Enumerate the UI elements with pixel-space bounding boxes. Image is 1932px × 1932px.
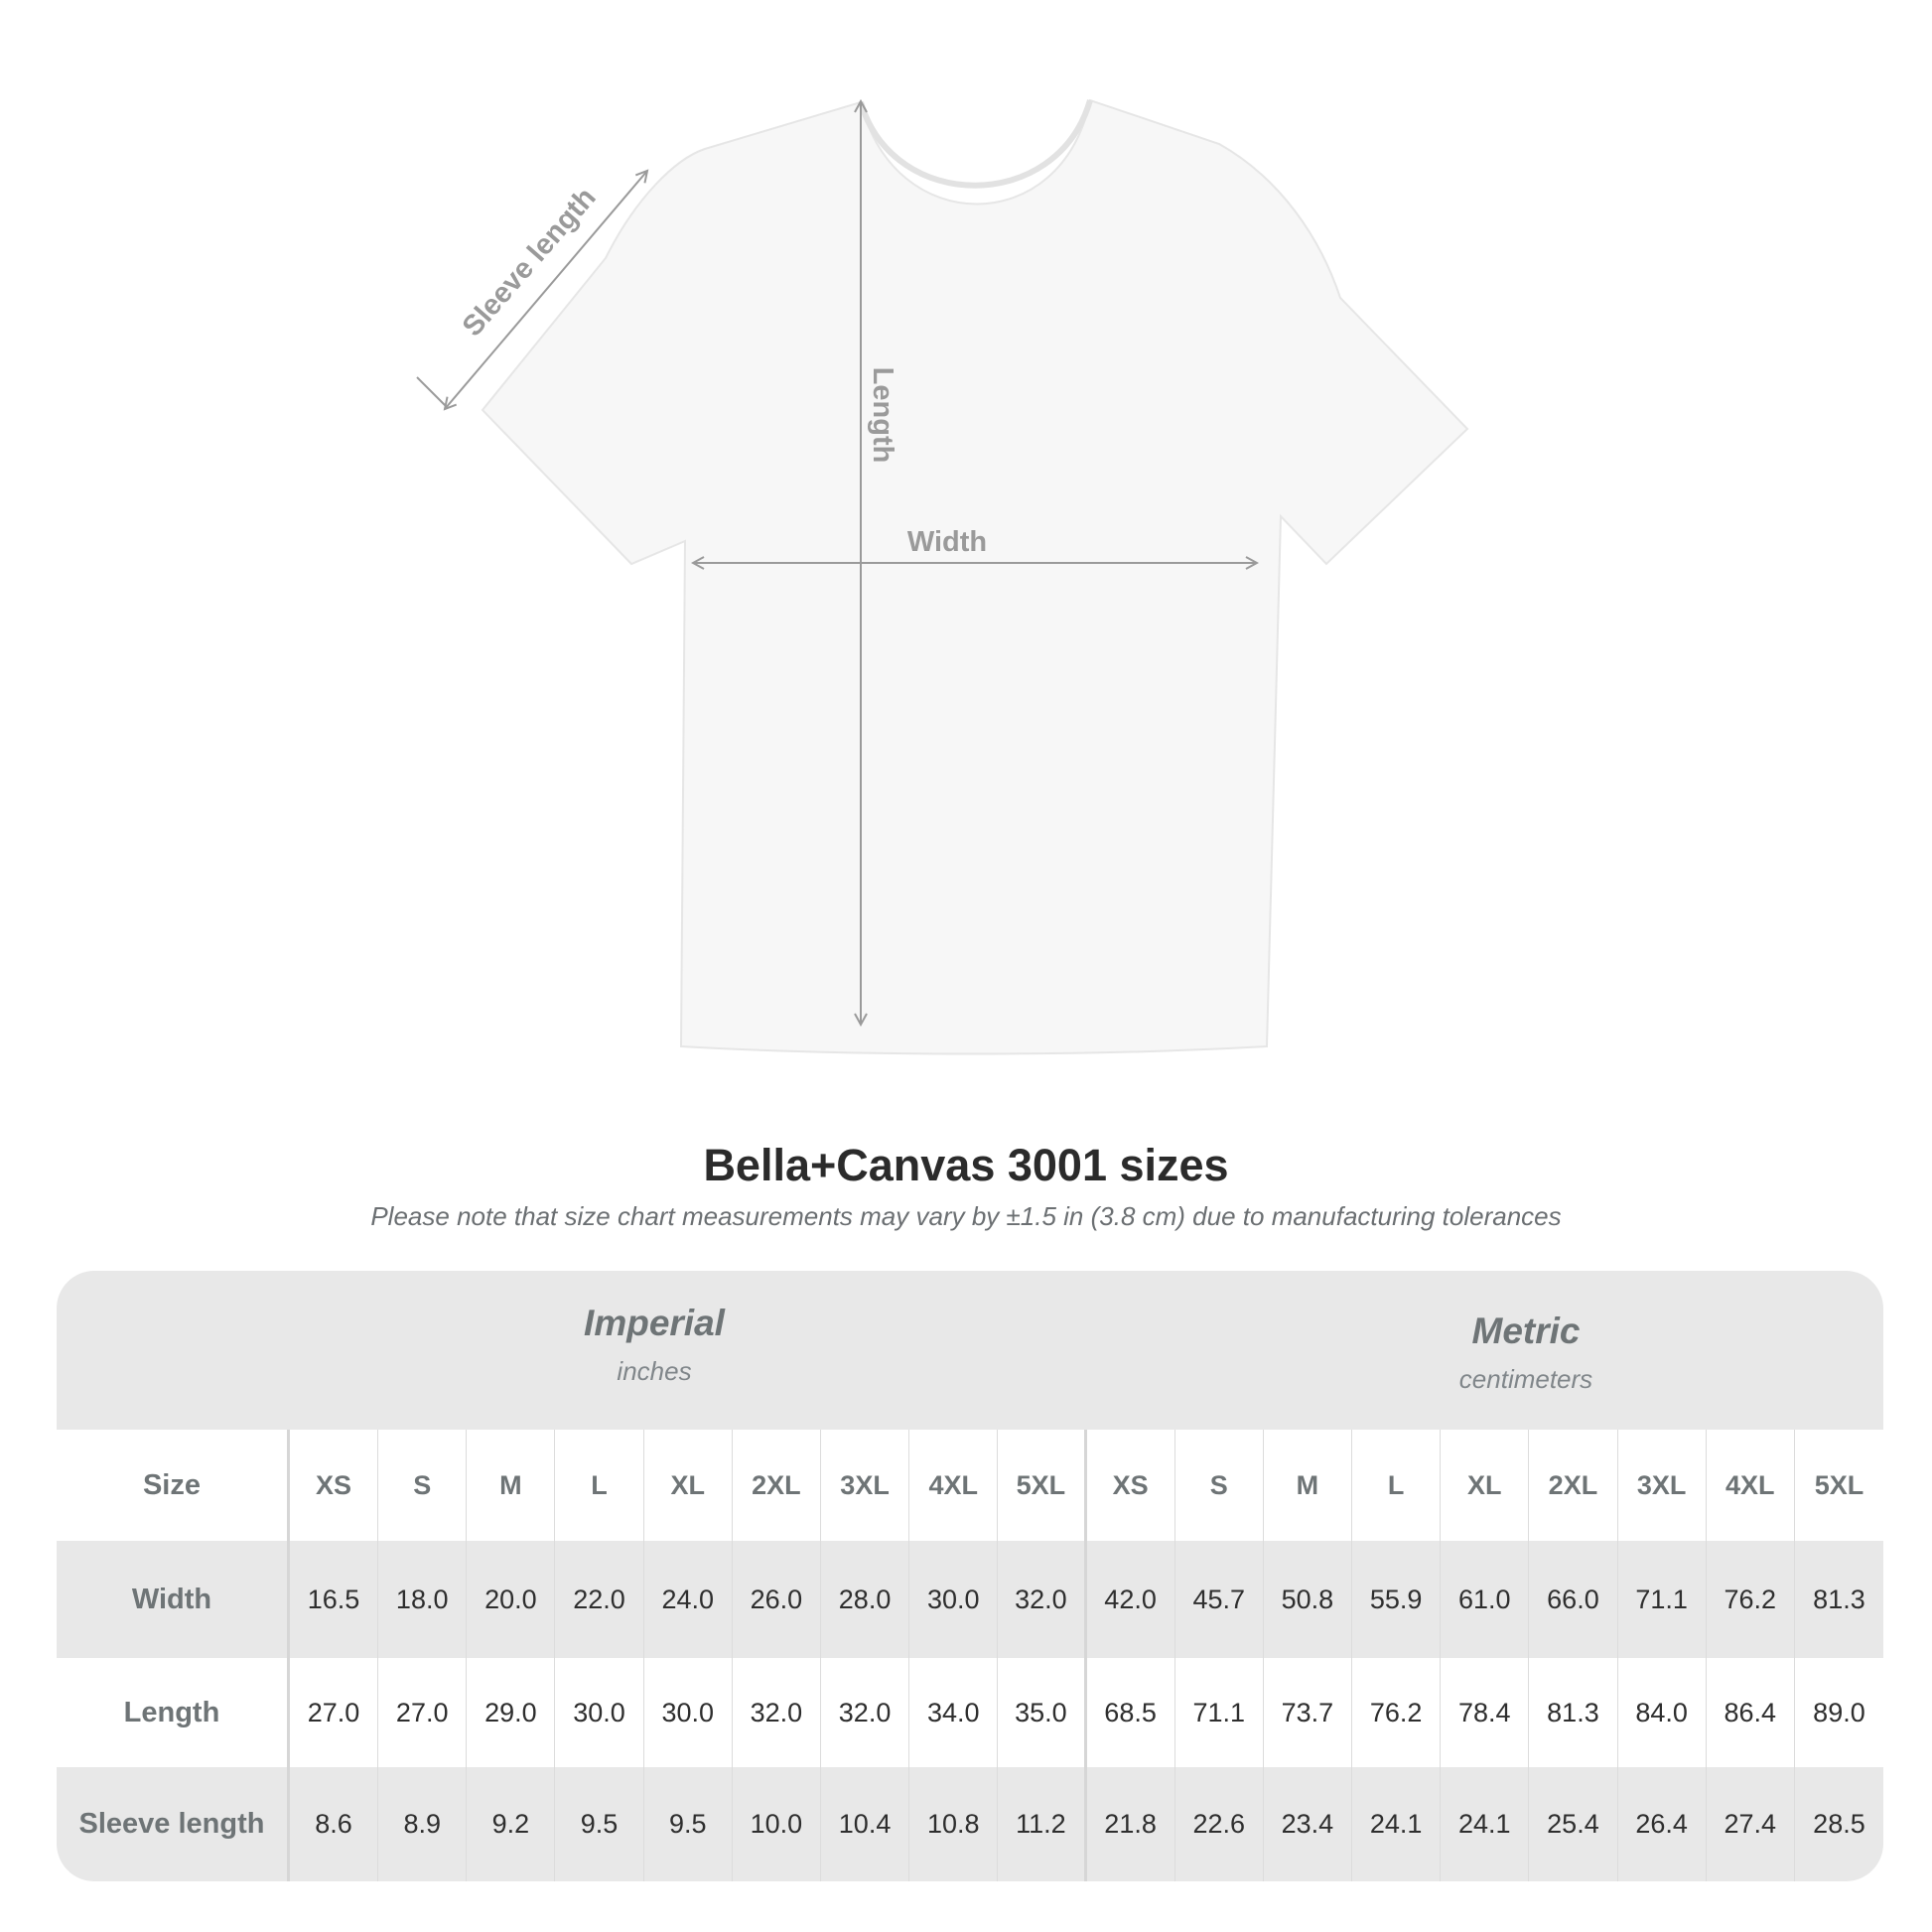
metric-size-header: S <box>1175 1430 1264 1541</box>
size-header-row: Size XS S M L XL 2XL 3XL 4XL 5XL XS S M L XL 2XL 3XL 4XL 5… <box>57 1430 1883 1541</box>
imperial-value-cell: 9.5 <box>555 1767 644 1881</box>
metric-title: Metric <box>1471 1311 1581 1351</box>
metric-value-cell: 76.2 <box>1707 1541 1795 1658</box>
metric-value-cell: 50.8 <box>1264 1541 1353 1658</box>
metric-value-cell: 71.1 <box>1618 1541 1707 1658</box>
imperial-value-cell: 11.2 <box>998 1767 1087 1881</box>
row-label: Sleeve length <box>57 1767 290 1881</box>
metric-size-header: 3XL <box>1618 1430 1707 1541</box>
metric-size-header: M <box>1264 1430 1353 1541</box>
imperial-value-cell: 29.0 <box>467 1658 556 1767</box>
metric-value-cell: 66.0 <box>1529 1541 1618 1658</box>
imperial-value-cell: 30.0 <box>644 1658 733 1767</box>
metric-unit: centimeters <box>1458 1364 1593 1394</box>
imperial-size-header: S <box>378 1430 468 1541</box>
imperial-unit: inches <box>617 1356 692 1386</box>
imperial-value-cell: 24.0 <box>644 1541 733 1658</box>
imperial-title: Imperial <box>584 1303 725 1343</box>
tolerance-note: Please note that size chart measurements… <box>370 1201 1562 1231</box>
imperial-size-header: 4XL <box>909 1430 999 1541</box>
imperial-value-cell: 16.5 <box>290 1541 379 1658</box>
imperial-value-cell: 20.0 <box>467 1541 556 1658</box>
metric-size-header: XL <box>1441 1430 1530 1541</box>
metric-value-cell: 22.6 <box>1175 1767 1264 1881</box>
metric-value-cell: 25.4 <box>1529 1767 1618 1881</box>
sleeve-tick <box>416 376 448 408</box>
imperial-value-cell: 30.0 <box>555 1658 644 1767</box>
metric-value-cell: 45.7 <box>1175 1541 1264 1658</box>
metric-value-cell: 28.5 <box>1813 1809 1865 1839</box>
metric-value-cell: 61.0 <box>1441 1541 1530 1658</box>
imperial-value-cell: 22.0 <box>555 1541 644 1658</box>
imperial-value-cell: 8.6 <box>290 1767 379 1881</box>
imperial-size-header: 2XL <box>733 1430 821 1541</box>
imperial-size-header: XS <box>290 1430 379 1541</box>
metric-header: Metric centimeters <box>1079 1311 1883 1395</box>
imperial-header: Imperial inches <box>207 1303 1101 1387</box>
imperial-value-cell: 10.8 <box>909 1767 999 1881</box>
imperial-value-cell: 26.0 <box>733 1541 821 1658</box>
row-label: Length <box>57 1658 290 1767</box>
size-table: Imperial inches Metric centimeters Size X… <box>57 1271 1883 1881</box>
imperial-value-cell: 10.4 <box>821 1767 910 1881</box>
metric-value-cell: 21.8 <box>1087 1767 1175 1881</box>
row-label: Width <box>57 1541 290 1658</box>
metric-value-cell: 23.4 <box>1264 1767 1353 1881</box>
metric-value-cell: 55.9 <box>1352 1541 1442 1658</box>
table-row: Sleeve length 8.6 8.9 9.2 9.5 9.5 10.0 10.4 10.8… <box>57 1767 1883 1881</box>
imperial-value-cell: 32.0 <box>998 1541 1087 1658</box>
tshirt-shape <box>481 98 1469 1055</box>
metric-value-cell: 27.4 <box>1707 1767 1795 1881</box>
metric-size-header: 4XL <box>1707 1430 1795 1541</box>
metric-value-cell: 26.4 <box>1618 1767 1707 1881</box>
imperial-value-cell: 10.0 <box>733 1767 821 1881</box>
chart-title: Bella+Canvas 3001 sizes <box>703 1140 1229 1190</box>
imperial-value-cell: 27.0 <box>378 1658 468 1767</box>
metric-value-cell: 89.0 <box>1813 1697 1865 1727</box>
imperial-value-cell: 30.0 <box>909 1541 999 1658</box>
imperial-size-header: XL <box>644 1430 733 1541</box>
metric-value-cell: 42.0 <box>1087 1541 1175 1658</box>
table-row: Length 27.0 27.0 29.0 30.0 30.0 32.0 32.0 34.0 35… <box>57 1658 1883 1767</box>
imperial-value-cell: 18.0 <box>378 1541 468 1658</box>
collar <box>858 99 1093 189</box>
metric-size-header: 5XL <box>1814 1469 1864 1500</box>
metric-value-cell: 76.2 <box>1352 1658 1442 1767</box>
size-label: Size <box>57 1430 290 1541</box>
imperial-value-cell: 35.0 <box>998 1658 1087 1767</box>
imperial-value-cell: 9.5 <box>644 1767 733 1881</box>
metric-value-cell: 73.7 <box>1264 1658 1353 1767</box>
metric-value-cell: 24.1 <box>1352 1767 1442 1881</box>
imperial-value-cell: 27.0 <box>290 1658 379 1767</box>
metric-size-header: 2XL <box>1529 1430 1618 1541</box>
imperial-size-header: M <box>467 1430 556 1541</box>
metric-value-cell: 86.4 <box>1707 1658 1795 1767</box>
imperial-value-cell: 9.2 <box>467 1767 556 1881</box>
metric-size-header: L <box>1352 1430 1442 1541</box>
metric-value-cell: 81.3 <box>1529 1658 1618 1767</box>
imperial-size-header: 3XL <box>821 1430 910 1541</box>
imperial-value-cell: 28.0 <box>821 1541 910 1658</box>
metric-value-cell: 24.1 <box>1441 1767 1530 1881</box>
imperial-value-cell: 34.0 <box>909 1658 999 1767</box>
length-label: Length <box>867 367 898 464</box>
imperial-size-header: L <box>555 1430 644 1541</box>
imperial-value-cell: 32.0 <box>821 1658 910 1767</box>
table-header: Imperial inches Metric centimeters <box>57 1271 1883 1430</box>
metric-size-header: XS <box>1087 1430 1175 1541</box>
table-row: Width 16.5 18.0 20.0 22.0 24.0 26.0 28.0 30.0 32.… <box>57 1541 1883 1658</box>
imperial-value-cell: 8.9 <box>378 1767 468 1881</box>
metric-value-cell: 78.4 <box>1441 1658 1530 1767</box>
imperial-size-header: 5XL <box>998 1430 1087 1541</box>
metric-value-cell: 71.1 <box>1175 1658 1264 1767</box>
metric-value-cell: 84.0 <box>1618 1658 1707 1767</box>
width-label: Width <box>907 526 987 558</box>
tshirt-diagram: Width Length Sleeve length <box>416 98 1469 1055</box>
metric-value-cell: 81.3 <box>1813 1584 1865 1614</box>
imperial-value-cell: 32.0 <box>733 1658 821 1767</box>
metric-value-cell: 68.5 <box>1087 1658 1175 1767</box>
sleeve-measure-line <box>445 171 647 409</box>
